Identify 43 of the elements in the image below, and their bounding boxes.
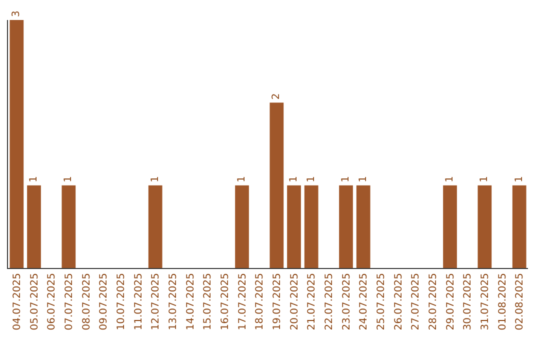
- x-tick-label: 28.07.2025: [428, 273, 439, 330]
- data-label: 1: [28, 176, 40, 182]
- x-tick-label: 24.07.2025: [358, 273, 370, 330]
- data-label: 1: [479, 176, 490, 182]
- x-tick-label: 01.08.2025: [497, 273, 508, 330]
- x-tick-label: 11.07.2025: [133, 273, 144, 330]
- x-tick-label: 29.07.2025: [445, 273, 456, 330]
- x-tick-label: 22.07.2025: [324, 273, 335, 330]
- x-tick-label: 13.07.2025: [168, 273, 179, 330]
- data-label: 1: [63, 176, 74, 182]
- x-tick-label: 07.07.2025: [64, 273, 75, 330]
- x-tick-label: 10.07.2025: [116, 273, 127, 330]
- x-tick-label: 08.07.2025: [81, 273, 92, 330]
- data-label: 1: [514, 176, 525, 182]
- x-tick-label: 12.07.2025: [150, 273, 162, 330]
- x-tick-label: 25.07.2025: [376, 273, 387, 330]
- x-tick-label: 17.07.2025: [237, 273, 248, 330]
- x-tick-label: 18.07.2025: [254, 273, 266, 330]
- x-tick-label: 20.07.2025: [289, 273, 300, 330]
- x-tick-label: 02.08.2025: [514, 273, 526, 330]
- x-tick-label: 31.07.2025: [480, 273, 491, 330]
- x-tick-label: 16.07.2025: [220, 273, 231, 330]
- x-tick-label: 05.07.2025: [29, 273, 40, 330]
- data-label: 1: [288, 176, 300, 182]
- x-tick-label: 23.07.2025: [341, 273, 352, 330]
- data-label: 1: [340, 176, 352, 182]
- data-label: 1: [150, 176, 161, 182]
- x-tick-label: 09.07.2025: [98, 273, 110, 330]
- x-tick-label: 06.07.2025: [46, 273, 58, 330]
- data-label: 3: [11, 10, 22, 17]
- x-tick-label: 21.07.2025: [306, 273, 318, 330]
- x-tick-label: 27.07.2025: [410, 273, 422, 330]
- x-tick-label: 30.07.2025: [462, 273, 474, 330]
- x-tick-label: 15.07.2025: [202, 273, 214, 330]
- x-tick-label: 19.07.2025: [272, 273, 283, 330]
- data-label: 1: [306, 176, 317, 182]
- data-label: 1: [444, 176, 456, 182]
- x-tick-label: 04.07.2025: [12, 273, 23, 330]
- x-tick-label: 26.07.2025: [393, 273, 404, 330]
- data-label: 1: [236, 176, 248, 182]
- data-label: 2: [271, 93, 282, 100]
- data-label: 1: [358, 176, 369, 182]
- x-tick-label: 14.07.2025: [185, 273, 196, 330]
